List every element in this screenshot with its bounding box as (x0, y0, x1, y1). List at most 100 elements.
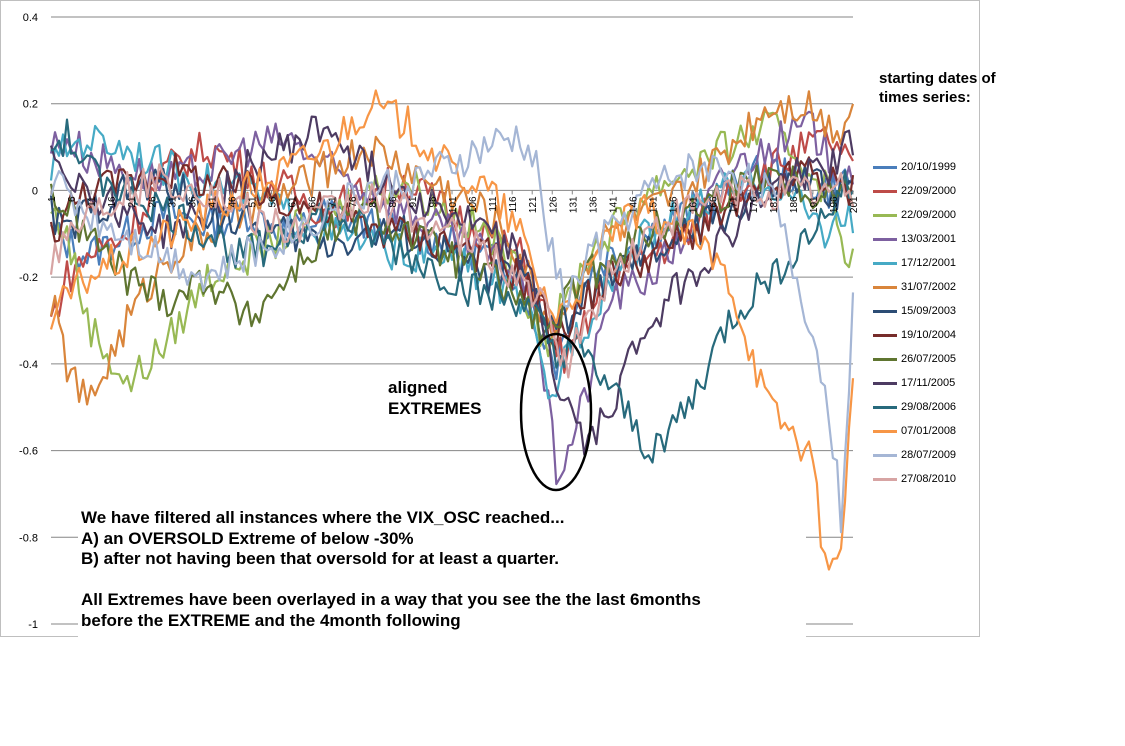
legend-label: 22/09/2000 (901, 185, 957, 197)
y-tick-label: -0.6 (19, 446, 38, 458)
legend-swatch (873, 477, 897, 481)
x-tick-label: 141 (608, 196, 619, 213)
legend-swatch (873, 189, 897, 193)
x-tick-label: 106 (468, 196, 479, 213)
x-tick-label: 81 (368, 196, 379, 208)
x-tick-label: 136 (588, 196, 599, 213)
x-tick-label: 126 (548, 196, 559, 213)
legend-swatch (873, 237, 897, 241)
x-tick-label: 186 (789, 196, 800, 213)
x-tick-label: 166 (709, 196, 720, 213)
legend-item: 13/03/2001 (873, 227, 956, 251)
series-line-10 (49, 115, 855, 456)
x-tick-label: 121 (528, 196, 539, 213)
legend: 20/10/1999 22/09/2000 22/09/2000 13/03/2001… (873, 155, 956, 491)
legend-item: 27/08/2010 (873, 467, 956, 491)
x-tick-label: 66 (308, 196, 319, 208)
series-line-14 (49, 163, 855, 379)
x-tick-label: 31 (167, 196, 178, 208)
legend-item: 19/10/2004 (873, 323, 956, 347)
series-line-11 (50, 118, 854, 464)
x-tick-label: 61 (288, 196, 299, 208)
legend-label: 27/08/2010 (901, 473, 957, 485)
legend-label: 13/03/2001 (901, 233, 957, 245)
legend-swatch (873, 405, 897, 409)
legend-label: 07/01/2008 (901, 425, 957, 437)
x-tick-label: 151 (649, 196, 660, 213)
legend-label: 29/08/2006 (901, 401, 957, 413)
legend-item: 26/07/2005 (873, 347, 956, 371)
y-tick-label: 0.4 (23, 12, 38, 24)
legend-item: 22/09/2000 (873, 179, 956, 203)
x-tick-label: 191 (809, 196, 820, 213)
x-tick-label: 6 (67, 196, 78, 202)
legend-item: 28/07/2009 (873, 443, 956, 467)
y-tick-label: 0.2 (23, 99, 38, 111)
x-tick-label: 11 (87, 196, 98, 207)
series-line-5 (49, 124, 855, 400)
legend-item: 31/07/2002 (873, 275, 956, 299)
y-tick-label: -0.2 (19, 272, 38, 284)
legend-label: 17/11/2005 (901, 377, 956, 389)
x-tick-label: 131 (568, 196, 579, 213)
x-tick-label: 181 (769, 196, 780, 213)
legend-label: 31/07/2002 (901, 281, 957, 293)
legend-swatch (873, 381, 897, 385)
x-tick-label: 161 (689, 196, 700, 213)
legend-swatch (873, 429, 897, 433)
x-tick-label: 51 (248, 196, 259, 208)
x-tick-label: 86 (388, 196, 399, 208)
series-lines (49, 89, 855, 571)
series-line-9 (49, 164, 855, 342)
x-tick-label: 41 (207, 196, 218, 208)
legend-swatch (873, 285, 897, 289)
note-line-4 (81, 570, 806, 591)
x-tick-label: 56 (268, 196, 279, 208)
legend-label: 17/12/2001 (901, 257, 957, 269)
legend-item: 17/11/2005 (873, 371, 956, 395)
legend-swatch (873, 309, 897, 313)
y-tick-label: 0 (32, 185, 38, 197)
legend-swatch (873, 261, 897, 265)
note-line-5: All Extremes have been overlayed in a wa… (81, 590, 701, 609)
legend-swatch (873, 333, 897, 337)
legend-item: 29/08/2006 (873, 395, 956, 419)
y-axis-tick-labels: 0.4 0.2 0 -0.2 -0.4 -0.6 -0.8 -1 (19, 12, 38, 631)
x-tick-label: 91 (408, 196, 419, 208)
legend-label: 19/10/2004 (901, 329, 957, 341)
x-tick-label: 76 (348, 196, 359, 208)
x-axis-tick-labels: 1 6 11 16 21 26 31 36 41 46 51 56 61 66 71 76 81 86 91 96 10… (47, 190, 860, 213)
legend-item: 15/09/2003 (873, 299, 956, 323)
x-tick-label: 36 (187, 196, 198, 208)
series-line-13 (49, 125, 855, 534)
note-line-1: We have filtered all instances where the… (81, 508, 565, 527)
legend-label: 20/10/1999 (901, 161, 957, 173)
x-tick-label: 116 (508, 196, 519, 212)
legend-swatch (873, 357, 897, 361)
legend-swatch (873, 453, 897, 457)
legend-label: 15/09/2003 (901, 305, 957, 317)
legend-item: 22/09/2000 (873, 203, 956, 227)
x-tick-label: 171 (729, 196, 740, 213)
legend-label: 26/07/2005 (901, 353, 957, 365)
series-line-4 (49, 110, 855, 486)
x-tick-label: 156 (669, 196, 680, 213)
x-tick-label: 201 (849, 196, 860, 213)
legend-label: 22/09/2000 (901, 209, 957, 221)
legend-swatch (873, 213, 897, 217)
legend-item: 17/12/2001 (873, 251, 956, 275)
legend-label: 28/07/2009 (901, 449, 957, 461)
note-line-6: before the EXTREME and the 4month follow… (81, 610, 461, 630)
y-tick-label: -0.8 (19, 532, 38, 544)
explanation-note: We have filtered all instances where the… (78, 508, 806, 644)
legend-title: starting dates of times series: (879, 70, 996, 106)
legend-item: 07/01/2008 (873, 419, 956, 443)
x-tick-label: 196 (829, 196, 840, 213)
note-line-2: A) an OVERSOLD Extreme of below -30% (81, 528, 414, 548)
y-tick-label: -1 (28, 619, 38, 631)
legend-item: 20/10/1999 (873, 155, 956, 179)
x-tick-label: 16 (107, 196, 118, 208)
y-tick-label: -0.4 (19, 359, 38, 371)
series-line-8 (49, 152, 855, 351)
note-line-3: B) after not having been that oversold f… (81, 549, 559, 568)
